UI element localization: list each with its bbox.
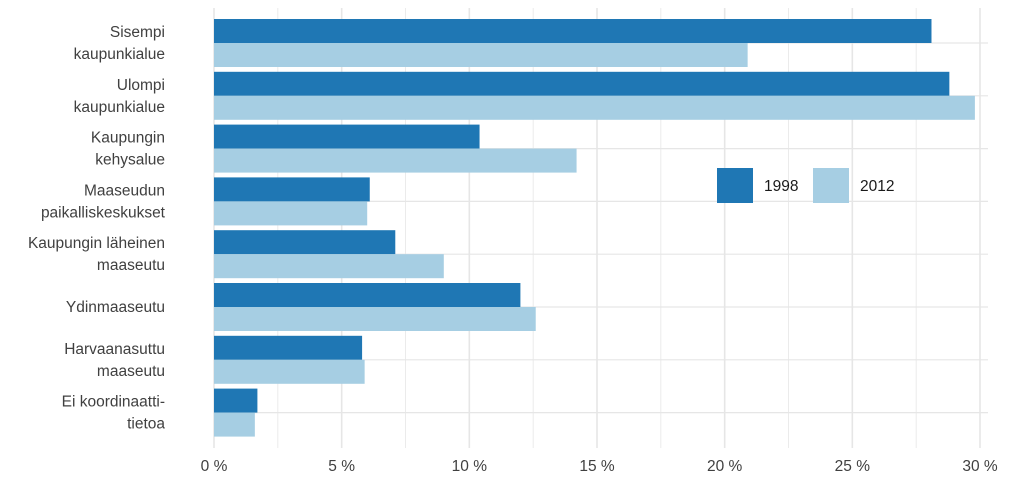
x-tick-label: 0 %	[201, 458, 228, 475]
bar-1998-0	[214, 19, 932, 43]
category-label: paikalliskeskukset	[41, 204, 166, 221]
bar-2012-6	[214, 359, 365, 384]
bar-1998-5	[214, 283, 521, 307]
bar-1998-6	[214, 335, 363, 360]
category-label: Ei koordinaatti-	[62, 394, 165, 411]
x-tick-label: 30 %	[962, 458, 998, 475]
category-label: Ydinmaaseutu	[66, 299, 165, 316]
bar-2012-7	[214, 412, 255, 437]
bar-1998-1	[214, 71, 950, 96]
x-tick-label: 5 %	[328, 458, 355, 475]
x-tick-label: 20 %	[707, 458, 743, 475]
legend-swatch-1998	[717, 168, 753, 203]
legend-label-2012: 2012	[860, 178, 894, 195]
category-label: kaupunkialue	[74, 46, 165, 63]
bar-2012-2	[214, 148, 577, 173]
category-label: maaseutu	[97, 363, 165, 380]
category-label: kaupunkialue	[74, 99, 165, 116]
category-label: Maaseudun	[84, 182, 165, 199]
x-tick-label: 10 %	[452, 458, 488, 475]
bars-layer	[214, 19, 975, 437]
category-label: Sisempi	[110, 24, 165, 41]
category-label: maaseutu	[97, 257, 165, 274]
x-tick-label: 15 %	[579, 458, 615, 475]
bar-2012-0	[214, 43, 748, 67]
category-label: Harvaanasuttu	[64, 341, 165, 358]
bar-2012-1	[214, 95, 975, 120]
category-label: tietoa	[127, 416, 165, 433]
category-labels: Sisempi kaupunkialue Ulompi kaupunkialue Kau…	[28, 24, 166, 433]
bar-1998-7	[214, 388, 258, 413]
category-label: Ulompi	[117, 77, 165, 94]
x-tick-label: 25 %	[835, 458, 871, 475]
bar-1998-4	[214, 230, 396, 255]
legend-swatch-2012	[813, 168, 849, 203]
category-label: Kaupungin	[91, 130, 165, 147]
bar-2012-3	[214, 201, 368, 226]
bar-2012-5	[214, 307, 536, 331]
legend: 1998 2012	[717, 168, 894, 203]
bar-2012-4	[214, 254, 444, 279]
bar-1998-3	[214, 177, 370, 202]
x-tick-labels: 0 % 5 % 10 % 15 % 20 % 25 % 30 %	[201, 458, 998, 475]
category-label: Kaupungin läheinen	[28, 235, 165, 252]
bar-1998-2	[214, 124, 480, 149]
legend-label-1998: 1998	[764, 178, 798, 195]
category-label: kehysalue	[95, 152, 165, 169]
